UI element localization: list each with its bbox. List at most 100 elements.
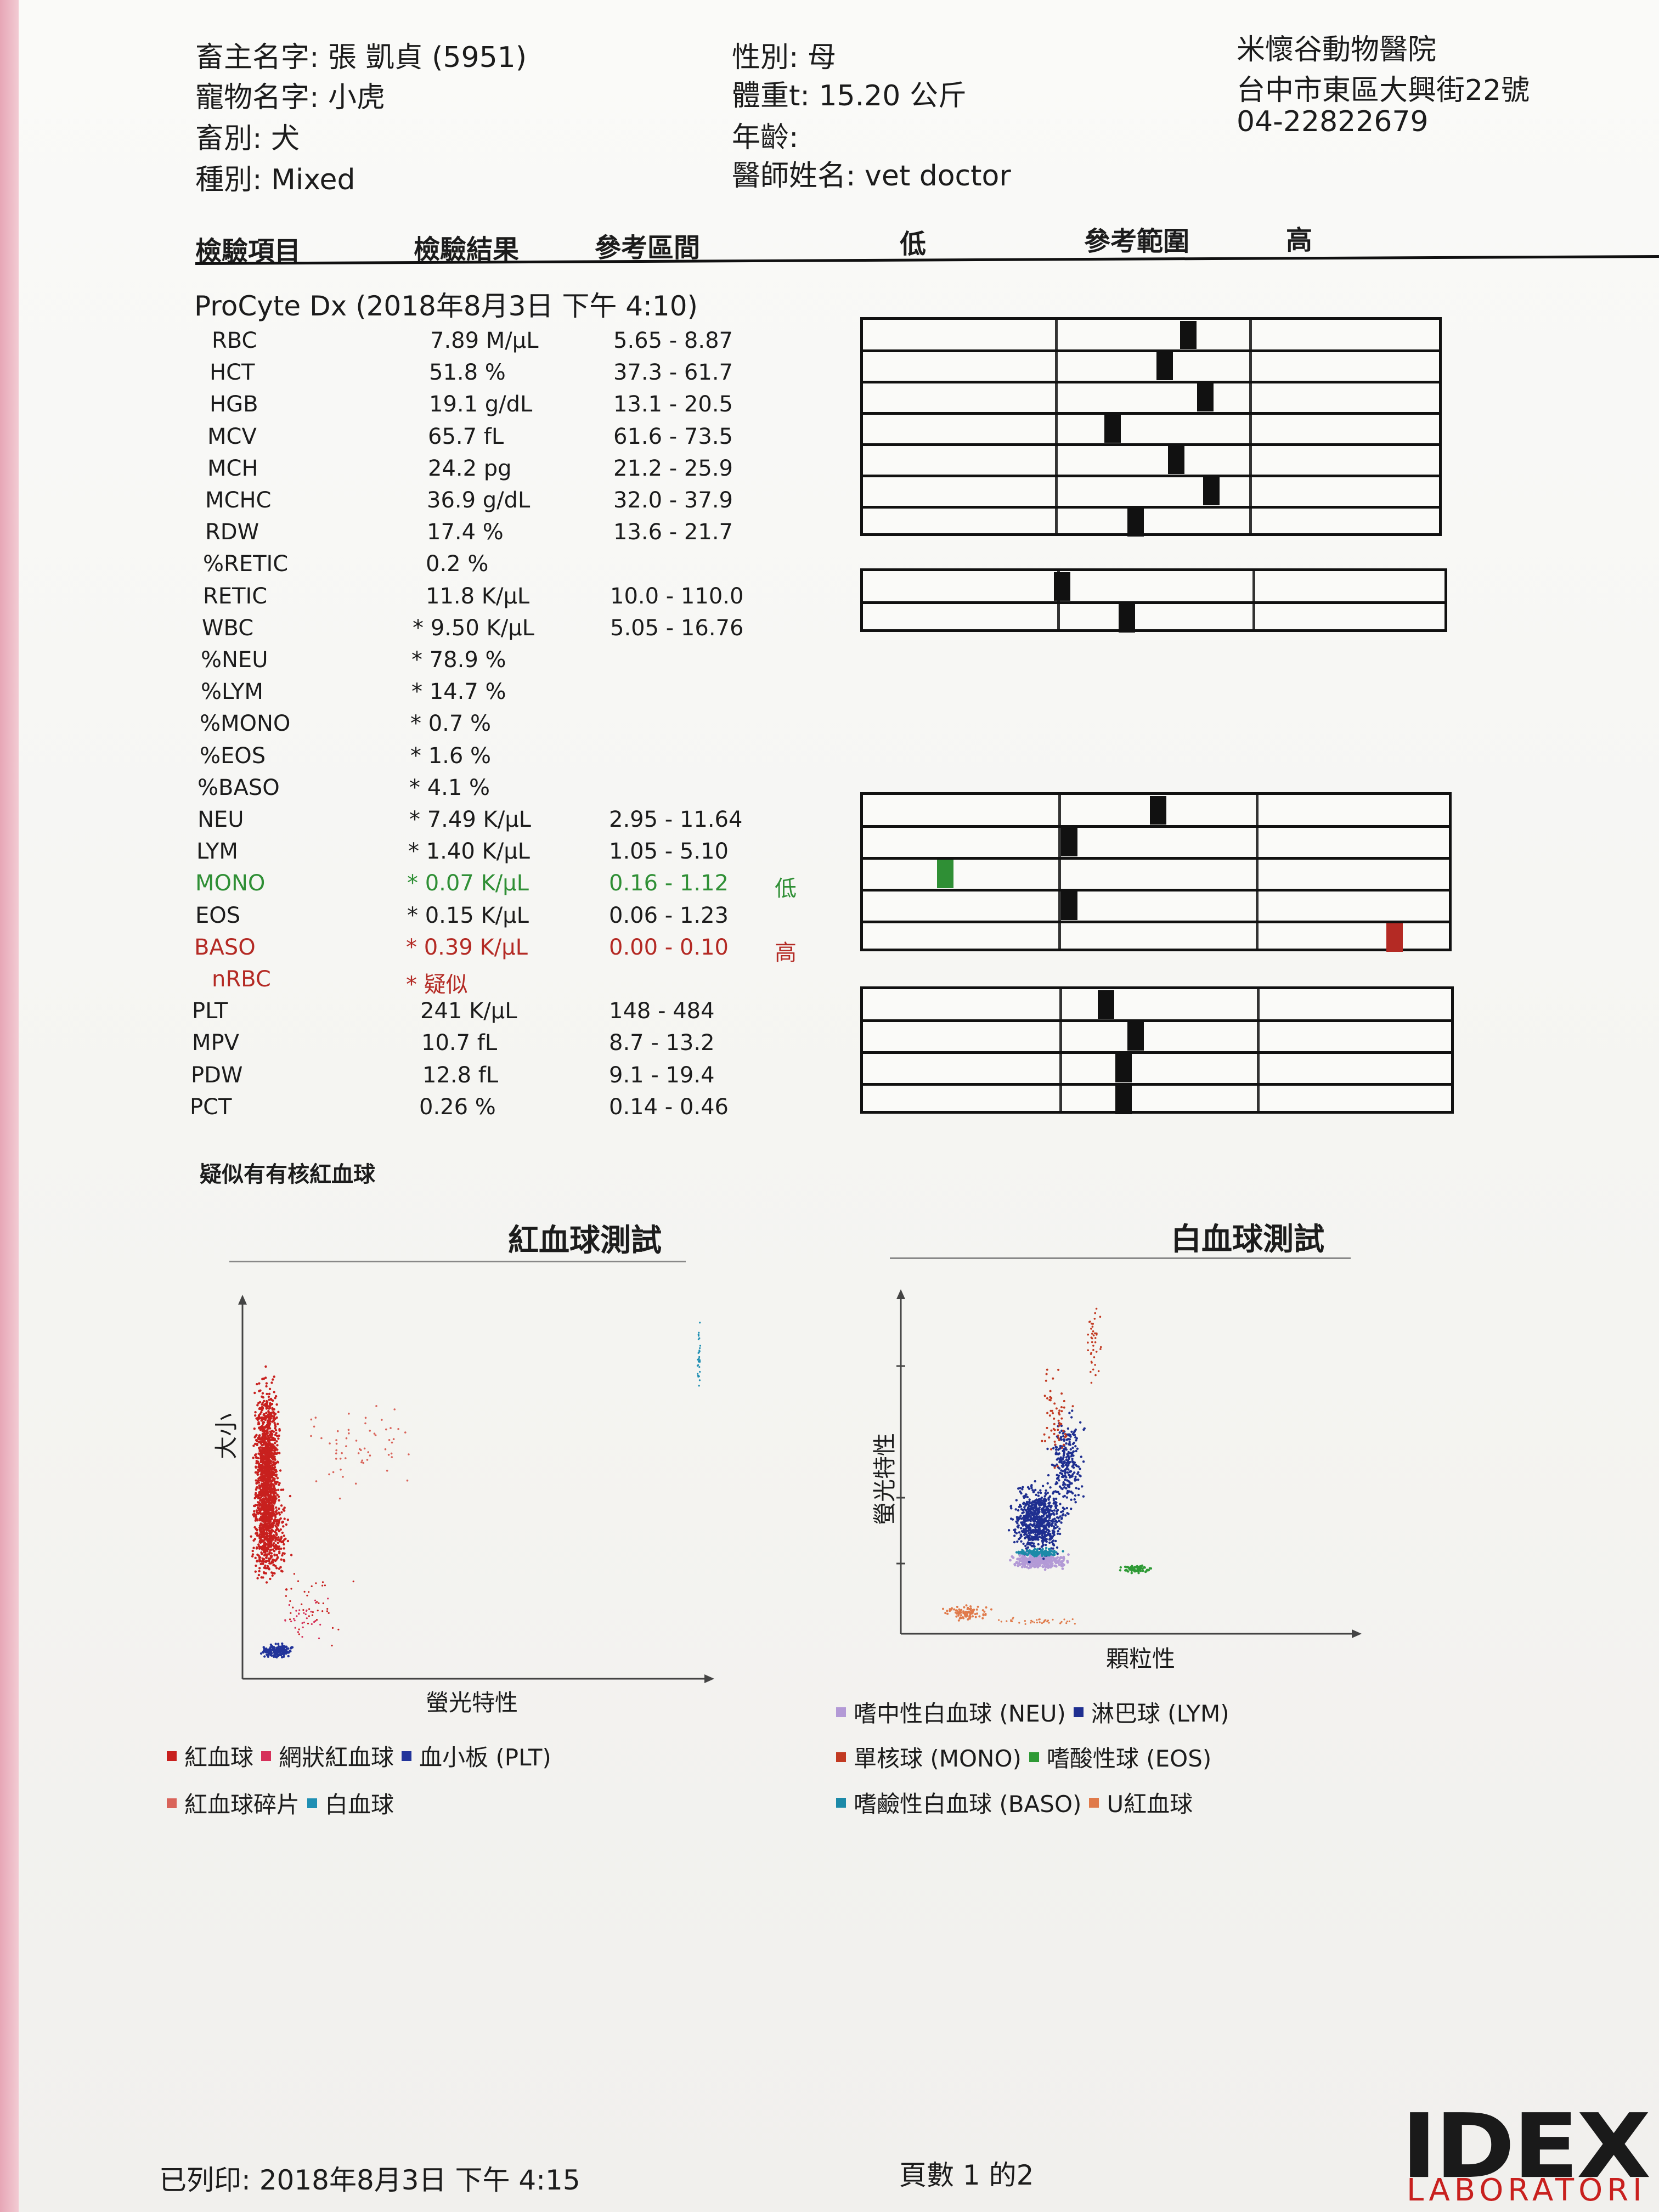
- scatter-dot: [279, 1650, 282, 1653]
- scatter-dot: [327, 1598, 329, 1600]
- scatter-dot: [1062, 1510, 1064, 1513]
- scatter-dot: [1049, 1486, 1052, 1489]
- scatter-dot: [276, 1542, 279, 1544]
- scatter-dot: [977, 1605, 979, 1608]
- scatter-dot: [268, 1472, 272, 1475]
- scatter-dot: [257, 1534, 261, 1537]
- scatter-dot: [345, 1457, 347, 1459]
- scatter-dot: [1065, 1442, 1068, 1445]
- scatter-dot: [254, 1556, 257, 1559]
- scatter-dot: [262, 1421, 266, 1424]
- scatter-dot: [252, 1513, 255, 1516]
- scatter-dot: [268, 1560, 270, 1562]
- scatter-dot: [1037, 1564, 1041, 1566]
- scatter-dot: [335, 1442, 338, 1445]
- scatter-dot: [314, 1620, 317, 1622]
- scatter-dot: [261, 1449, 264, 1452]
- scatter-dot: [267, 1515, 270, 1517]
- scatter-dot: [397, 1428, 399, 1430]
- scatter-dot: [1046, 1397, 1048, 1400]
- legend-eos: 嗜酸性球 (EOS): [1046, 1745, 1212, 1772]
- scatter-dot: [278, 1499, 280, 1502]
- rbc-chart-title: 紅血球測試: [508, 1223, 662, 1259]
- scatter-dot: [1024, 1530, 1028, 1532]
- scatter-dot: [263, 1440, 266, 1443]
- scatter-dot: [270, 1398, 273, 1401]
- range-marker: [1168, 446, 1185, 474]
- scatter-dot: [256, 1553, 259, 1556]
- scatter-dot: [256, 1473, 259, 1476]
- scatter-dot: [1034, 1480, 1036, 1483]
- scatter-dot: [1094, 1341, 1097, 1344]
- scatter-dot: [1053, 1423, 1056, 1425]
- scatter-dot: [1026, 1554, 1029, 1556]
- scatter-dot: [283, 1517, 286, 1520]
- pink-background-edge: [0, 0, 19, 2212]
- scatter-dot: [257, 1468, 259, 1471]
- scatter-dot: [1026, 1496, 1029, 1499]
- rbc-x-arrow: [704, 1674, 714, 1683]
- scatter-dot: [1043, 1495, 1046, 1498]
- scatter-dot: [274, 1539, 277, 1542]
- scatter-dot: [1071, 1446, 1074, 1449]
- scatter-dot: [1062, 1550, 1064, 1553]
- scatter-dot: [1050, 1504, 1053, 1508]
- scatter-dot: [256, 1462, 258, 1464]
- scatter-dot: [263, 1481, 266, 1484]
- scatter-dot: [264, 1491, 267, 1493]
- range-divider: [1252, 571, 1256, 629]
- scatter-dot: [1042, 1528, 1045, 1531]
- scatter-dot: [699, 1322, 701, 1324]
- scatter-dot: [269, 1460, 273, 1463]
- scatter-dot: [258, 1449, 261, 1452]
- scatter-dot: [698, 1356, 701, 1358]
- scatter-dot: [1024, 1620, 1026, 1622]
- scatter-dot: [1036, 1512, 1039, 1515]
- scatter-dot: [272, 1650, 275, 1652]
- range-row-line: [863, 412, 1439, 415]
- scatter-dot: [257, 1543, 260, 1546]
- scatter-dot: [1026, 1517, 1030, 1521]
- scatter-dot: [298, 1628, 300, 1630]
- scatter-dot: [263, 1431, 266, 1434]
- scatter-dot: [1030, 1557, 1033, 1560]
- scatter-dot: [1037, 1525, 1041, 1528]
- scatter-dot: [1056, 1458, 1058, 1461]
- scatter-dot: [1040, 1545, 1043, 1548]
- scatter-dot: [258, 1390, 261, 1392]
- scatter-dot: [282, 1508, 285, 1511]
- scatter-dot: [275, 1506, 278, 1509]
- scatter-dot: [348, 1413, 350, 1415]
- scatter-dot: [1027, 1506, 1030, 1509]
- scatter-dot: [1036, 1538, 1039, 1541]
- scatter-dot: [274, 1651, 276, 1654]
- scatter-dot: [1041, 1539, 1043, 1542]
- scatter-dot: [262, 1497, 265, 1500]
- scatter-dot: [1049, 1535, 1052, 1538]
- scatter-dot: [267, 1448, 270, 1451]
- scatter-dot: [1074, 1623, 1076, 1625]
- scatter-dot: [1041, 1622, 1043, 1624]
- scatter-dot: [262, 1559, 265, 1561]
- scatter-dot: [1049, 1396, 1052, 1398]
- result-value: 7.89 M/µL: [430, 328, 539, 353]
- range-marker: [1104, 415, 1121, 443]
- scatter-dot: [1045, 1373, 1048, 1375]
- scatter-dot: [1028, 1498, 1031, 1501]
- scatter-dot: [262, 1571, 266, 1574]
- scatter-dot: [385, 1428, 387, 1431]
- scatter-dot: [266, 1506, 268, 1510]
- scatter-dot: [1043, 1553, 1047, 1555]
- scatter-dot: [1072, 1454, 1075, 1457]
- range-row-line: [863, 1019, 1451, 1022]
- scatter-dot: [261, 1470, 264, 1473]
- scatter-dot: [1068, 1412, 1071, 1414]
- scatter-dot: [266, 1392, 268, 1396]
- scatter-dot: [1028, 1534, 1031, 1537]
- scatter-dot: [698, 1375, 700, 1378]
- result-name: MCHC: [205, 488, 272, 513]
- scatter-dot: [1047, 1525, 1051, 1528]
- scatter-dot: [264, 1452, 267, 1455]
- scatter-dot: [949, 1608, 951, 1611]
- scatter-dot: [1066, 1427, 1069, 1430]
